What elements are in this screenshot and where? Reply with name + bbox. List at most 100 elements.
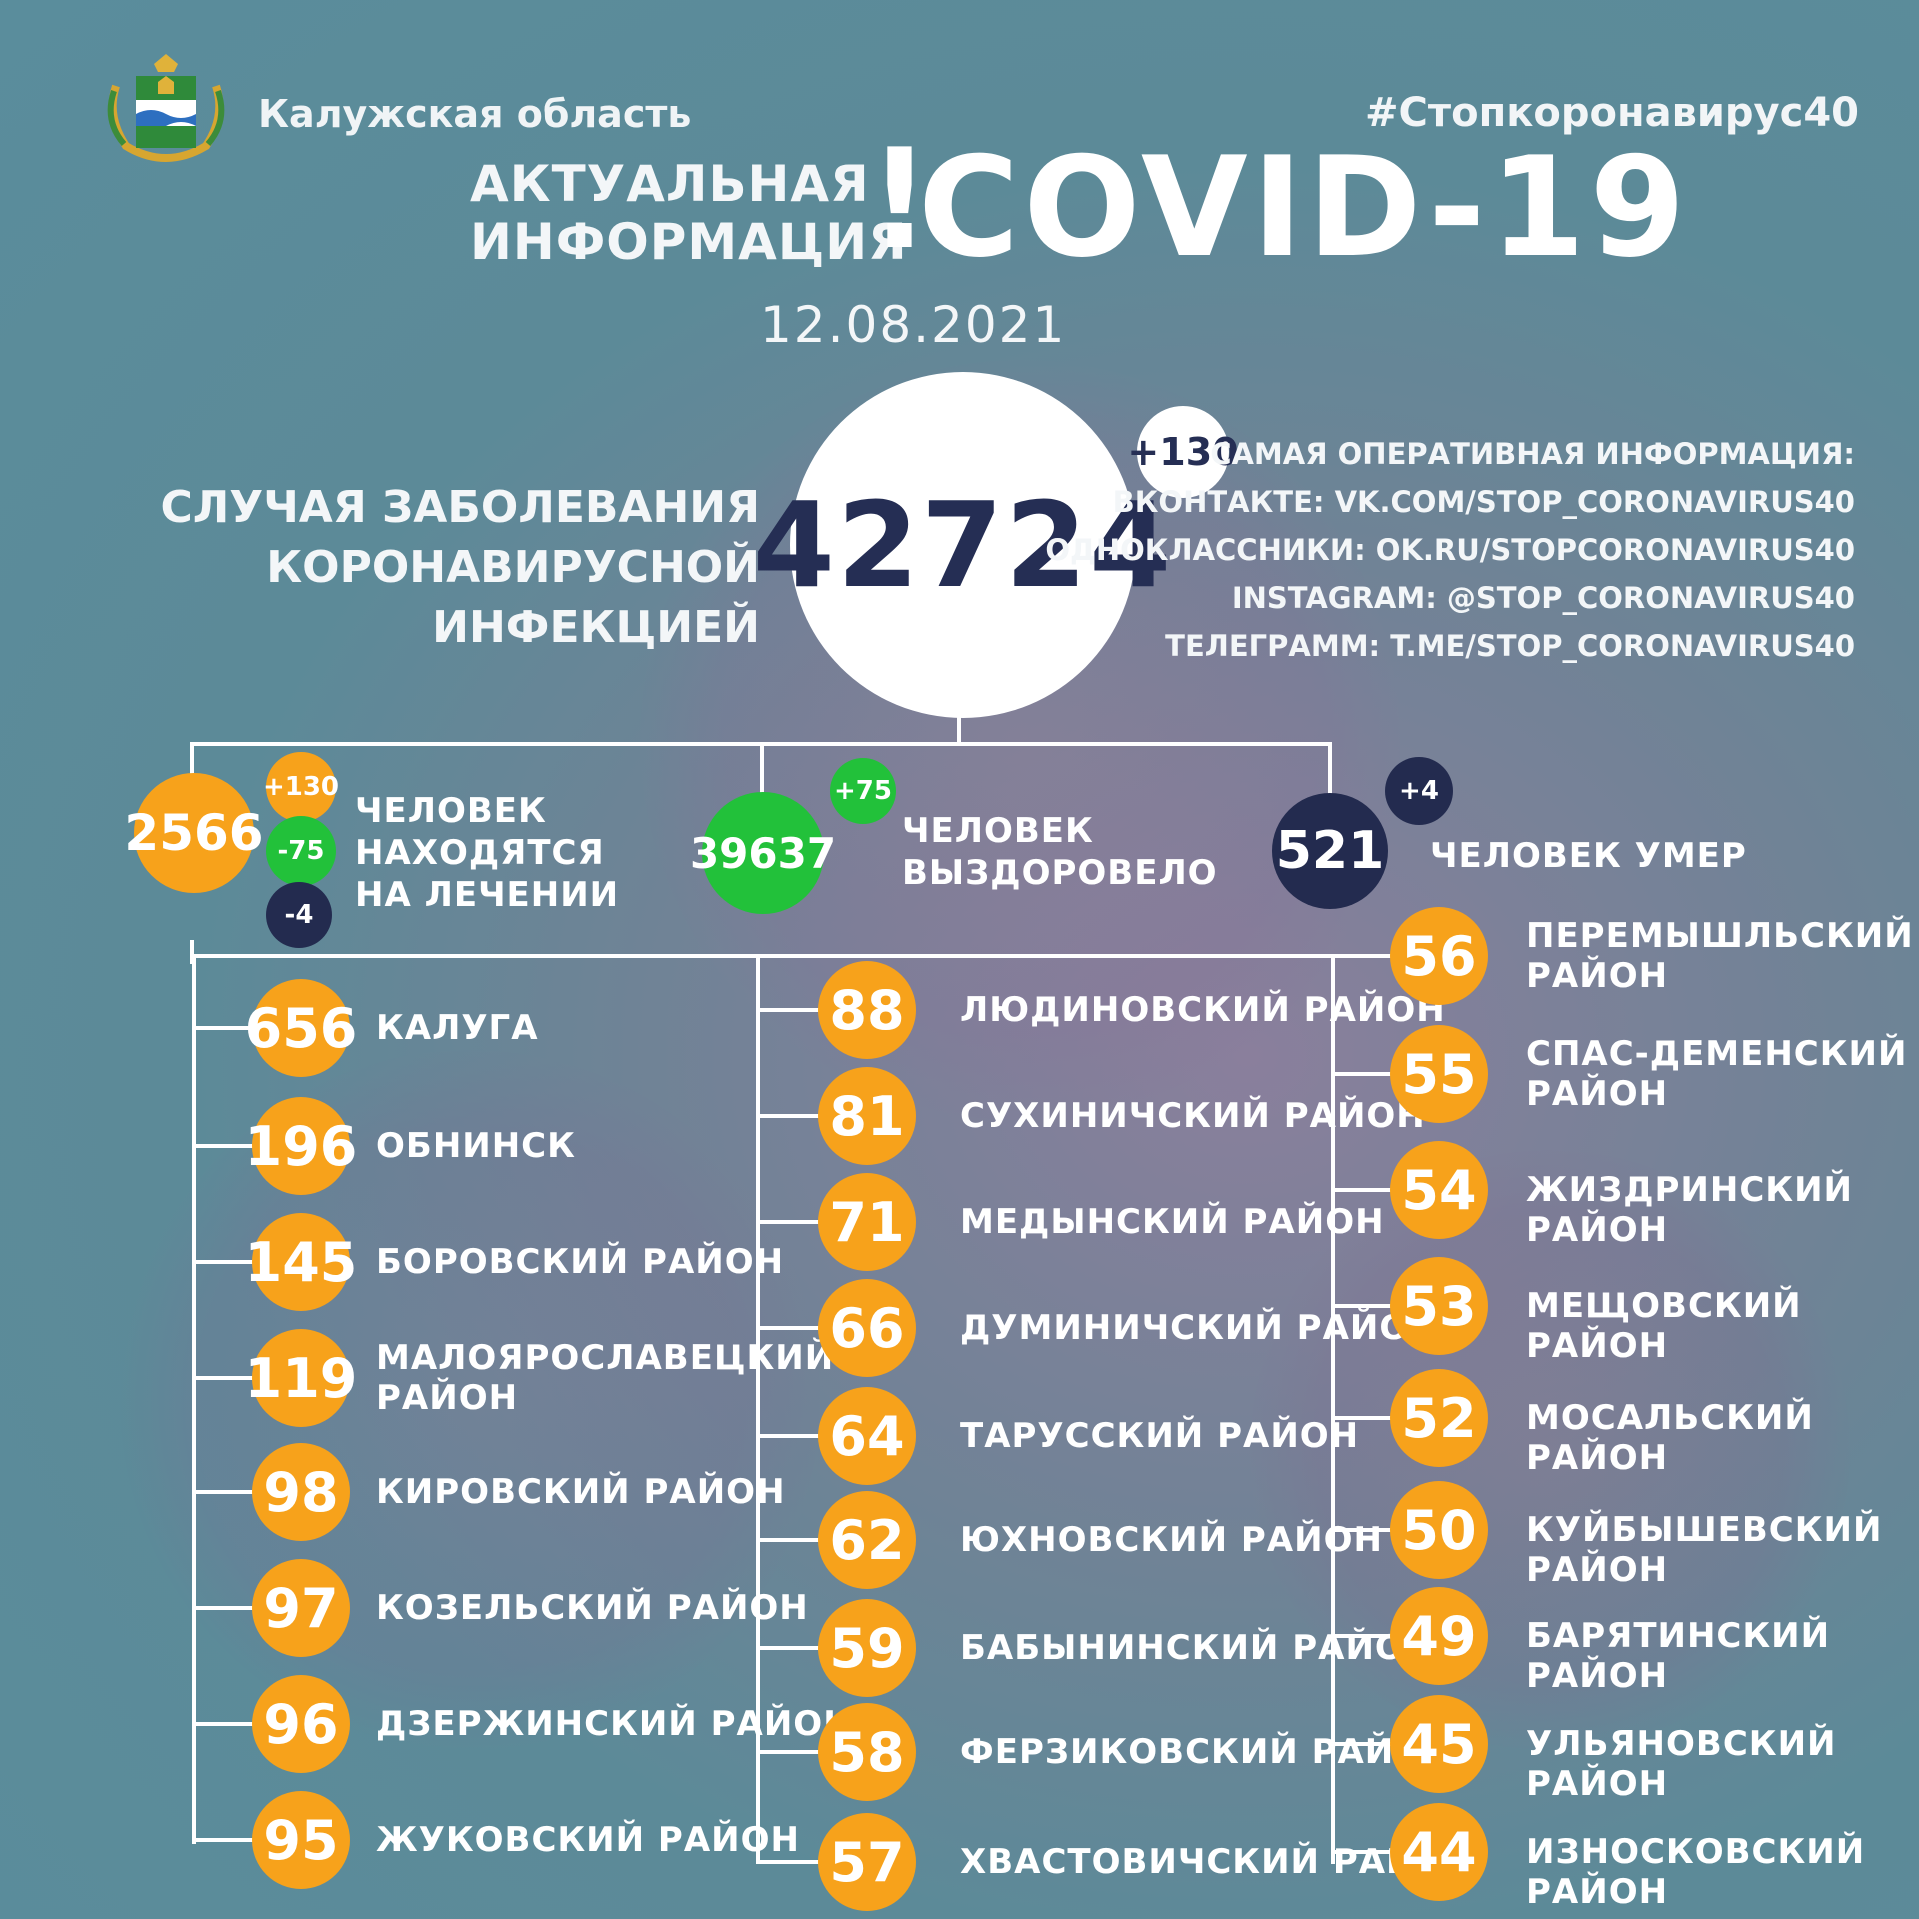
- column-1-line: [192, 956, 196, 1844]
- district-name: ЖИЗДРИНСКИЙ РАЙОН: [1526, 1170, 1919, 1250]
- district-count-value: 81: [829, 1084, 905, 1148]
- district-count: 88: [818, 961, 916, 1059]
- district-name: МЕЩОВСКИЙ РАЙОН: [1526, 1286, 1919, 1366]
- district-name-line-1: БОРОВСКИЙ РАЙОН: [376, 1242, 785, 1282]
- title-line-2: ИНФОРМАЦИЯ: [470, 213, 908, 271]
- row-connector: [194, 1026, 262, 1030]
- district-name-line-1: УЛЬЯНОВСКИЙ РАЙОН: [1526, 1724, 1837, 1804]
- treatment-delta-plus: +130: [262, 752, 340, 822]
- district-name: ХВАСТОВИЧСКИЙ РАЙОН: [960, 1842, 1475, 1882]
- district-count-value: 45: [1401, 1712, 1477, 1776]
- district-name-line-1: ДЗЕРЖИНСКИЙ РАЙОН: [376, 1704, 853, 1744]
- district-name: ДЗЕРЖИНСКИЙ РАЙОН: [376, 1704, 853, 1744]
- district-count: 145: [245, 1213, 357, 1311]
- recovered-label-line-2: ВЫЗДОРОВЕЛО: [902, 853, 1218, 893]
- district-name-line-1: КИРОВСКИЙ РАЙОН: [376, 1472, 786, 1512]
- district-name-line-1: ЮХНОВСКИЙ РАЙОН: [960, 1520, 1383, 1560]
- district-count: 58: [818, 1703, 916, 1801]
- district-name-line-1: МОСАЛЬСКИЙ РАЙОН: [1526, 1398, 1814, 1478]
- info-ok: ОДНОКЛАССНИКИ: OK.RU/STOPCORONAVIRUS40: [1045, 533, 1855, 567]
- recovered-label: ЧЕЛОВЕК ВЫЗДОРОВЕЛО: [902, 810, 1218, 894]
- recovered-circle: 39637: [690, 792, 836, 914]
- info-links: САМАЯ ОПЕРАТИВНАЯ ИНФОРМАЦИЯ: ВКОНТАКТЕ:…: [1045, 430, 1855, 670]
- district-name: МАЛОЯРОСЛАВЕЦКИЙ РАЙОН: [376, 1338, 834, 1418]
- died-delta-value: +4: [1399, 776, 1439, 806]
- row-connector: [194, 1722, 262, 1726]
- column-3-line: [1331, 956, 1335, 1864]
- district-name: КАЛУГА: [376, 1008, 539, 1048]
- row-connector: [758, 1220, 828, 1224]
- treatment-delta-died: -4: [266, 882, 332, 948]
- district-count: 66: [818, 1279, 916, 1377]
- background-virus: [120, 1050, 820, 1750]
- district-count-value: 59: [829, 1616, 905, 1680]
- row-connector: [1333, 1188, 1400, 1192]
- district-name-line-1: ЛЮДИНОВСКИЙ РАЙОН: [960, 990, 1446, 1030]
- district-name-line-1: ДУМИНИЧСКИЙ РАЙОН: [960, 1308, 1439, 1348]
- district-count-value: 97: [263, 1576, 339, 1640]
- row-connector: [194, 1144, 262, 1148]
- district-count: 196: [245, 1097, 357, 1195]
- row-connector: [194, 1838, 262, 1842]
- region-name: Калужская область: [258, 92, 692, 136]
- background-virus: [1250, 1150, 1850, 1750]
- row-connector: [758, 1326, 828, 1330]
- district-count-value: 656: [244, 996, 358, 1060]
- district-name: ИЗНОСКОВСКИЙ РАЙОН: [1526, 1832, 1919, 1912]
- died-circle: 521: [1272, 793, 1388, 909]
- recovered-value: 39637: [689, 828, 837, 878]
- treatment-delta-recovered-value: -75: [277, 836, 325, 866]
- district-count-value: 57: [829, 1830, 905, 1894]
- district-name: ЮХНОВСКИЙ РАЙОН: [960, 1520, 1383, 1560]
- district-name: КОЗЕЛЬСКИЙ РАЙОН: [376, 1588, 809, 1628]
- district-count: 81: [818, 1067, 916, 1165]
- district-count: 656: [245, 979, 357, 1077]
- row-connector: [758, 1434, 828, 1438]
- district-name-line-1: ХВАСТОВИЧСКИЙ РАЙОН: [960, 1842, 1475, 1882]
- district-name-line-1: МЕЩОВСКИЙ РАЙОН: [1526, 1286, 1802, 1366]
- row-connector: [194, 1260, 262, 1264]
- district-count: 97: [252, 1559, 350, 1657]
- row-connector: [758, 1646, 828, 1650]
- treatment-delta-plus-value: +130: [262, 772, 340, 802]
- district-name-line-1: ФЕРЗИКОВСКИЙ РАЙОН: [960, 1732, 1454, 1772]
- district-name: ДУМИНИЧСКИЙ РАЙОН: [960, 1308, 1439, 1348]
- district-name: ЖУКОВСКИЙ РАЙОН: [376, 1820, 800, 1860]
- row-connector: [1333, 1528, 1400, 1532]
- district-count: 96: [252, 1675, 350, 1773]
- district-name: КУЙБЫШЕВСКИЙ РАЙОН: [1526, 1510, 1919, 1590]
- district-count: 56: [1390, 907, 1488, 1005]
- district-count-value: 66: [829, 1296, 905, 1360]
- district-count-value: 49: [1401, 1604, 1477, 1668]
- died-label: ЧЕЛОВЕК УМЕР: [1430, 836, 1747, 876]
- district-count: 71: [818, 1173, 916, 1271]
- info-vk: ВКОНТАКТЕ: VK.COM/STOP_CORONAVIRUS40: [1112, 485, 1855, 519]
- district-name-line-1: КОЗЕЛЬСКИЙ РАЙОН: [376, 1588, 809, 1628]
- treatment-circle: 2566: [124, 773, 264, 893]
- district-count-value: 53: [1401, 1274, 1477, 1338]
- title-exclamation: !: [868, 119, 931, 280]
- district-count: 50: [1390, 1481, 1488, 1579]
- connector-line: [957, 716, 961, 746]
- district-count: 59: [818, 1599, 916, 1697]
- district-name-line-1: БАРЯТИНСКИЙ РАЙОН: [1526, 1616, 1831, 1696]
- row-connector: [1333, 1742, 1400, 1746]
- row-connector: [1333, 1416, 1400, 1420]
- district-count: 54: [1390, 1141, 1488, 1239]
- district-name-line-1: ИЗНОСКОВСКИЙ РАЙОН: [1526, 1832, 1866, 1912]
- row-connector: [758, 1008, 828, 1012]
- district-count: 98: [252, 1443, 350, 1541]
- district-name-line-2: РАЙОН: [1526, 1074, 1669, 1114]
- page-title: COVID-19: [918, 127, 1690, 288]
- column-2-line: [756, 956, 760, 1864]
- district-name-line-1: ПЕРЕМЫШЛЬСКИЙ: [1526, 916, 1914, 956]
- district-count: 57: [818, 1813, 916, 1911]
- died-value: 521: [1275, 821, 1385, 881]
- district-name: ОБНИНСК: [376, 1126, 576, 1166]
- district-name: ЛЮДИНОВСКИЙ РАЙОН: [960, 990, 1446, 1030]
- district-count-value: 54: [1401, 1158, 1477, 1222]
- connector-line: [190, 940, 194, 964]
- district-name: ТАРУССКИЙ РАЙОН: [960, 1416, 1359, 1456]
- district-count-value: 62: [829, 1508, 905, 1572]
- total-cases-delta: +130: [1127, 406, 1239, 498]
